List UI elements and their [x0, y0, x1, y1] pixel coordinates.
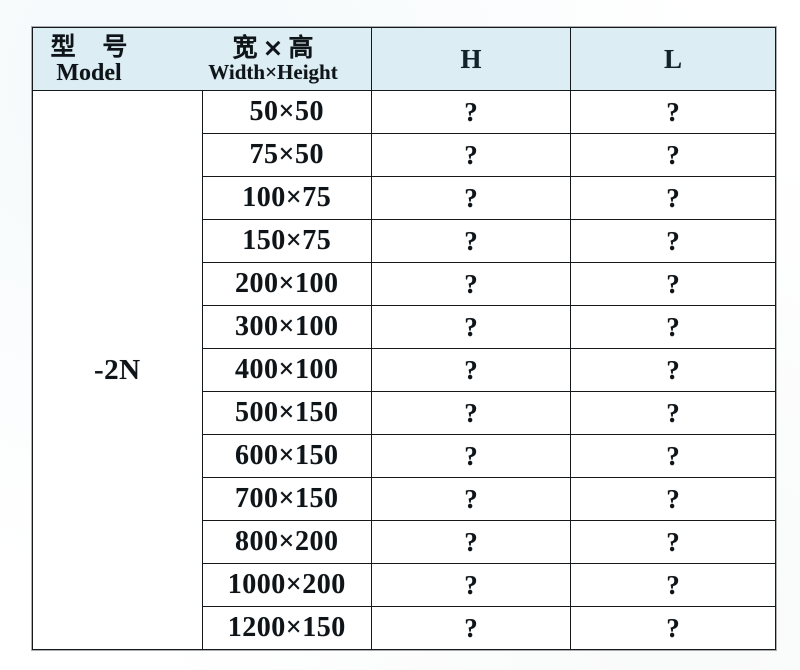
value-cell-l: ?: [570, 90, 776, 134]
header-model-chinese: 型 号: [50, 31, 137, 61]
value-cell-h: ?: [371, 391, 571, 435]
value-cell-h: ?: [371, 133, 571, 177]
size-cell: 50×50: [201, 90, 372, 134]
table-row: 75×50 ? ?: [33, 133, 776, 177]
size-cell: 400×100: [201, 348, 372, 392]
size-cell: 100×75: [201, 176, 372, 220]
table-row: 800×200 ? ?: [33, 520, 776, 564]
specification-table-container: 型 号 Model 宽×高 Width×Height H L: [31, 26, 777, 651]
value-cell-h: ?: [371, 219, 571, 263]
value-cell-h: ?: [371, 520, 571, 564]
size-cell: 500×150: [201, 391, 372, 435]
table-row: 500×150 ? ?: [33, 391, 776, 435]
value-cell-l: ?: [570, 477, 776, 521]
table-row: 1200×150 ? ?: [33, 606, 776, 650]
table-row: -2N 50×50 ? ?: [32, 90, 776, 650]
value-cell-l: ?: [570, 219, 776, 263]
size-cell: 700×150: [201, 477, 372, 521]
header-size-chinese: 宽×高: [232, 33, 319, 63]
value-cell-l: ?: [570, 563, 776, 607]
size-cell: 75×50: [201, 133, 372, 177]
table-body: 型 号 Model 宽×高 Width×Height H L: [32, 27, 776, 650]
header-column-h: H: [371, 27, 571, 91]
value-cell-h: ?: [371, 434, 571, 478]
value-cell-l: ?: [570, 305, 776, 349]
table-row: 100×75 ? ?: [33, 176, 776, 220]
size-cell: 300×100: [201, 305, 372, 349]
header-model-group: 型 号 Model: [33, 33, 145, 85]
header-size-group: 宽×高 Width×Height: [175, 33, 371, 85]
value-cell-l: ?: [570, 348, 776, 392]
size-cell: 1000×200: [201, 563, 372, 607]
value-cell-h: ?: [371, 176, 571, 220]
value-cell-h: ?: [371, 348, 571, 392]
value-cell-l: ?: [570, 133, 776, 177]
value-cell-l: ?: [570, 262, 776, 306]
value-cell-h: ?: [371, 477, 571, 521]
value-cell-h: ?: [371, 606, 571, 650]
size-cell: 800×200: [201, 520, 372, 564]
size-cell: 200×100: [201, 262, 372, 306]
header-column-h-label: H: [460, 43, 482, 74]
size-cell: 150×75: [201, 219, 372, 263]
size-cell: 1200×150: [201, 606, 372, 650]
table-row: 150×75 ? ?: [33, 219, 776, 263]
table-row: 600×150 ? ?: [33, 434, 776, 478]
table-row: 1000×200 ? ?: [33, 563, 776, 607]
table-row: 700×150 ? ?: [33, 477, 776, 521]
header-column-l: L: [570, 27, 776, 91]
value-cell-l: ?: [570, 176, 776, 220]
header-size-english: Width×Height: [208, 60, 338, 85]
model-designation-cell: -2N: [32, 90, 203, 650]
specification-table: 型 号 Model 宽×高 Width×Height H L: [31, 26, 777, 651]
size-cell: 600×150: [201, 434, 372, 478]
header-column-l-label: L: [663, 43, 682, 74]
header-model-english: Model: [56, 59, 122, 86]
table-header-row: 型 号 Model 宽×高 Width×Height H L: [32, 27, 776, 91]
header-model-size-inner: 型 号 Model 宽×高 Width×Height: [33, 33, 371, 85]
value-cell-l: ?: [570, 606, 776, 650]
header-model-size-cell: 型 号 Model 宽×高 Width×Height: [32, 27, 372, 91]
value-cell-h: ?: [371, 90, 571, 134]
value-cell-l: ?: [570, 434, 776, 478]
value-cell-l: ?: [570, 391, 776, 435]
value-cell-l: ?: [570, 520, 776, 564]
value-cell-h: ?: [371, 305, 571, 349]
value-cell-h: ?: [371, 563, 571, 607]
value-cell-h: ?: [371, 262, 571, 306]
